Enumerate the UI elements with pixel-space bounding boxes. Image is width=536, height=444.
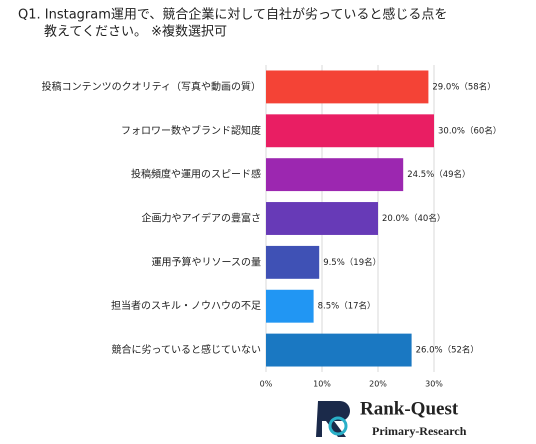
logo-name: Rank-Quest [360,398,459,419]
logo-ring [328,416,348,436]
bar [266,70,429,104]
y-tick-label: 投稿頻度や運用のスピード感 [131,168,261,181]
chart-title: Q1. Instagram運用で、競合企業に対して自社が劣っていると感じる点を [18,7,447,23]
value-label: 30.0%（60名） [438,125,501,136]
bar [266,333,412,367]
chart-title: 教えてください。 ※複数選択可 [44,24,227,40]
y-tick-label: 担当者のスキル・ノウハウの不足 [111,299,261,312]
x-tick-label: 30% [425,380,443,389]
x-tick-label: 10% [313,380,331,389]
logo-subtitle: Primary-Research [372,424,467,438]
y-tick-label: 投稿コンテンツのクオリティ（写真や動画の質） [42,80,261,93]
x-tick-label: 0% [260,380,273,389]
y-tick-label: 企画力やアイデアの豊富さ [142,212,262,225]
logo: Rank-Quest Primary-Research [316,398,467,438]
bar [266,202,378,235]
bar [266,245,320,279]
value-label: 8.5%（17名） [318,301,376,312]
y-tick-label: 運用予算やリソースの量 [152,255,262,268]
value-label: 26.0%（52名） [416,345,479,356]
value-label: 24.5%（49名） [407,169,470,180]
bar [266,158,404,192]
x-tick-label: 20% [369,380,387,389]
value-label: 9.5%（19名） [323,257,381,268]
value-label: 20.0%（40名） [382,213,445,224]
y-tick-label: 競合に劣っていると感じていない [112,343,262,356]
y-tick-label: フォロワー数やブランド認知度 [121,124,261,137]
value-label: 29.0%（58名） [432,81,495,92]
bar [266,289,314,323]
bar [266,114,434,148]
